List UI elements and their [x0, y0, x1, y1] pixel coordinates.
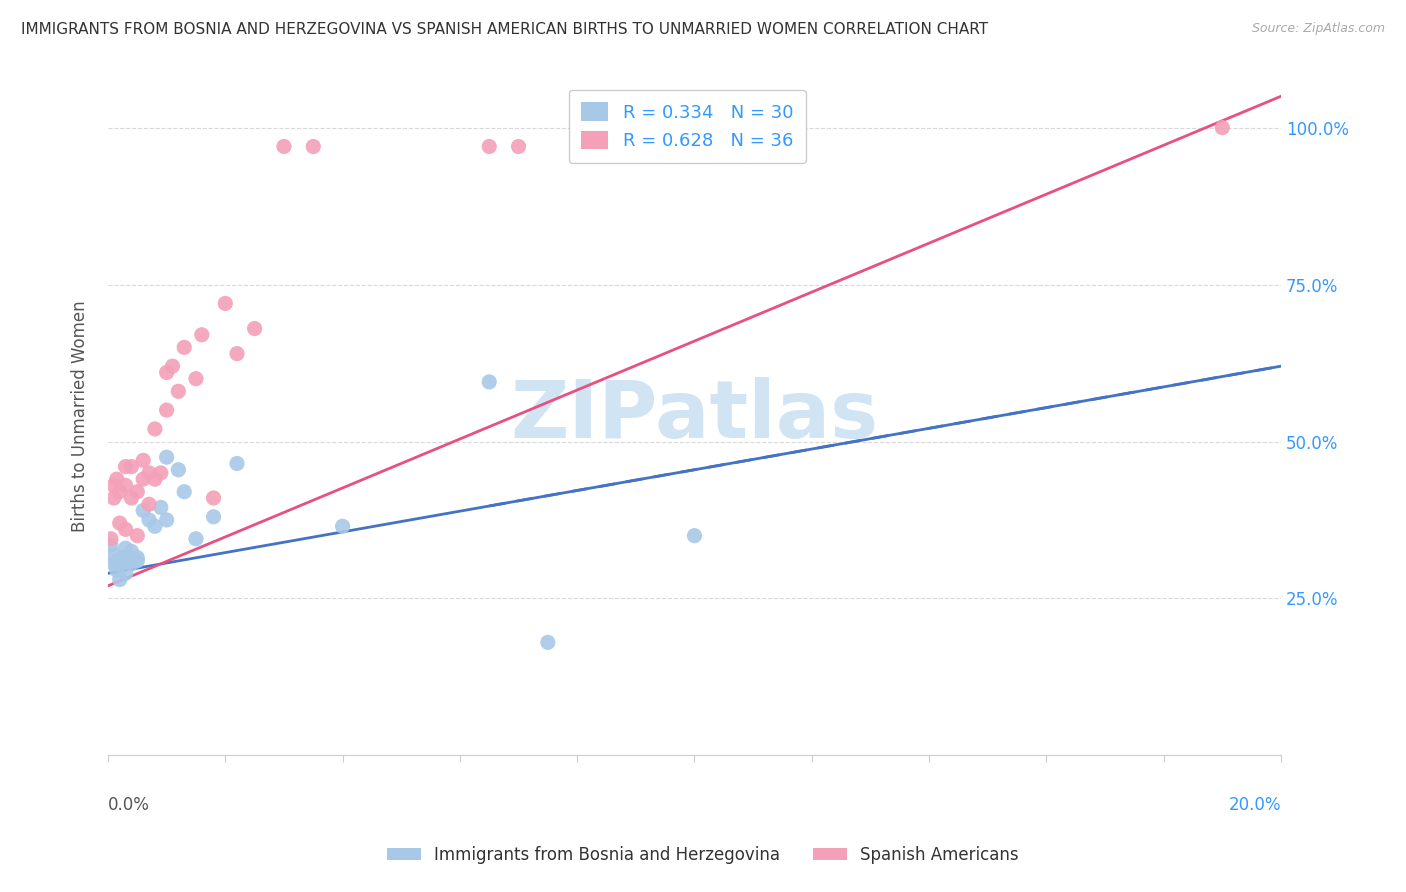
Text: ZIPatlas: ZIPatlas — [510, 377, 879, 456]
Point — [143, 472, 166, 486]
Point — [167, 463, 190, 477]
Point — [149, 500, 172, 515]
Point — [108, 484, 131, 499]
Point — [138, 466, 160, 480]
Point — [120, 557, 142, 571]
Point — [302, 139, 325, 153]
Point — [156, 366, 179, 380]
Point — [156, 513, 179, 527]
Point — [226, 346, 249, 360]
Point — [143, 519, 166, 533]
Legend: R = 0.334   N = 30, R = 0.628   N = 36: R = 0.334 N = 30, R = 0.628 N = 36 — [568, 90, 806, 163]
Text: 0.0%: 0.0% — [108, 796, 150, 814]
Point — [243, 321, 266, 335]
Point — [114, 541, 136, 556]
Point — [100, 538, 122, 552]
Point — [114, 566, 136, 581]
Point — [132, 453, 155, 467]
Point — [214, 296, 236, 310]
Point — [478, 139, 501, 153]
Y-axis label: Births to Unmarried Women: Births to Unmarried Women — [72, 301, 89, 533]
Point — [537, 635, 560, 649]
Point — [108, 557, 131, 571]
Point — [120, 491, 142, 505]
Point — [132, 503, 155, 517]
Point — [508, 139, 530, 153]
Point — [184, 532, 207, 546]
Point — [202, 491, 225, 505]
Point — [167, 384, 190, 399]
Point — [149, 466, 172, 480]
Point — [103, 478, 125, 492]
Point — [156, 450, 179, 465]
Point — [120, 544, 142, 558]
Point — [100, 532, 122, 546]
Point — [127, 554, 149, 568]
Point — [127, 484, 149, 499]
Text: Source: ZipAtlas.com: Source: ZipAtlas.com — [1251, 22, 1385, 36]
Point — [138, 513, 160, 527]
Point — [105, 472, 128, 486]
Point — [105, 563, 128, 577]
Text: 20.0%: 20.0% — [1229, 796, 1281, 814]
Point — [103, 548, 125, 562]
Point — [478, 375, 501, 389]
Point — [114, 522, 136, 536]
Legend: Immigrants from Bosnia and Herzegovina, Spanish Americans: Immigrants from Bosnia and Herzegovina, … — [381, 839, 1025, 871]
Point — [114, 459, 136, 474]
Text: IMMIGRANTS FROM BOSNIA AND HERZEGOVINA VS SPANISH AMERICAN BIRTHS TO UNMARRIED W: IMMIGRANTS FROM BOSNIA AND HERZEGOVINA V… — [21, 22, 988, 37]
Point — [202, 509, 225, 524]
Point — [120, 459, 142, 474]
Point — [132, 472, 155, 486]
Point — [111, 550, 134, 565]
Point — [162, 359, 184, 374]
Point — [143, 422, 166, 436]
Point — [332, 519, 354, 533]
Point — [108, 573, 131, 587]
Point — [226, 457, 249, 471]
Point — [127, 550, 149, 565]
Point — [103, 491, 125, 505]
Point — [114, 554, 136, 568]
Point — [108, 516, 131, 530]
Point — [173, 484, 195, 499]
Point — [138, 497, 160, 511]
Point — [103, 557, 125, 571]
Point — [184, 372, 207, 386]
Point — [105, 554, 128, 568]
Point — [683, 529, 706, 543]
Point — [114, 478, 136, 492]
Point — [156, 403, 179, 417]
Point — [173, 340, 195, 354]
Point — [273, 139, 295, 153]
Point — [191, 327, 214, 342]
Point — [127, 529, 149, 543]
Point — [1211, 120, 1233, 135]
